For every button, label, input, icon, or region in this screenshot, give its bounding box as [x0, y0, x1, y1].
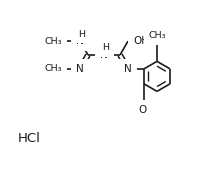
Text: O: O	[138, 105, 146, 115]
Text: CH₃: CH₃	[44, 37, 62, 46]
Text: HCl: HCl	[18, 132, 41, 144]
Text: N: N	[123, 64, 131, 74]
Text: CH₃: CH₃	[147, 31, 165, 40]
Text: H: H	[102, 44, 109, 53]
Text: N: N	[76, 64, 83, 74]
Text: OH: OH	[132, 36, 148, 46]
Text: N: N	[76, 36, 83, 46]
Text: H: H	[78, 30, 85, 39]
Text: CH₃: CH₃	[44, 64, 62, 73]
Text: N: N	[100, 50, 107, 60]
